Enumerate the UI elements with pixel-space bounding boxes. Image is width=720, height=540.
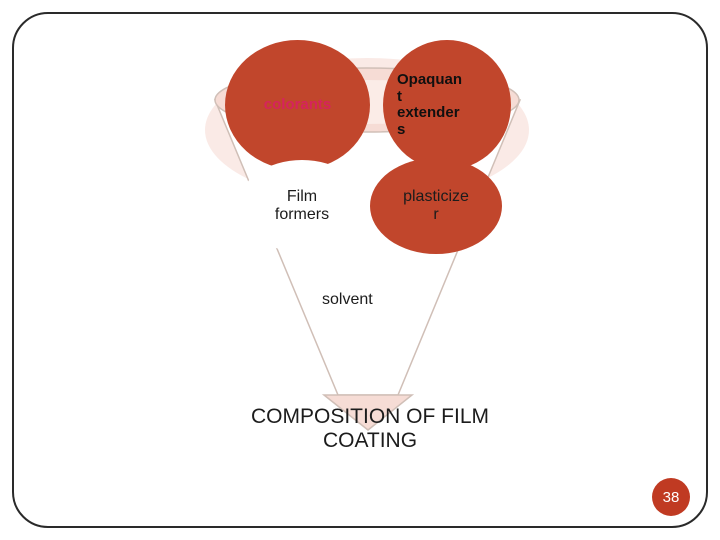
bubble-label-plasticizer: plasticizer [370, 188, 502, 223]
bubble-label-solvent: solvent [308, 291, 428, 309]
bubble-label-film-formers: Filmformers [238, 188, 366, 223]
bubble-film-formers: Filmformers [238, 160, 366, 252]
bubble-opaquant-extenders: Opaquantextenders [383, 40, 511, 170]
bubble-solvent: solvent [308, 258, 428, 342]
diagram-stage: colorants Opaquantextenders Filmformerspla… [0, 0, 720, 540]
diagram-title: COMPOSITION OF FILM COATING [220, 405, 520, 453]
page-number-text: 38 [663, 489, 680, 506]
bubble-plasticizer: plasticizer [370, 158, 502, 254]
page-number-badge: 38 [652, 478, 690, 516]
bubble-label-opaquant-extenders: Opaquantextenders [383, 72, 511, 138]
bubble-colorants: colorants [225, 40, 370, 170]
bubble-label-colorants: colorants [225, 97, 370, 114]
